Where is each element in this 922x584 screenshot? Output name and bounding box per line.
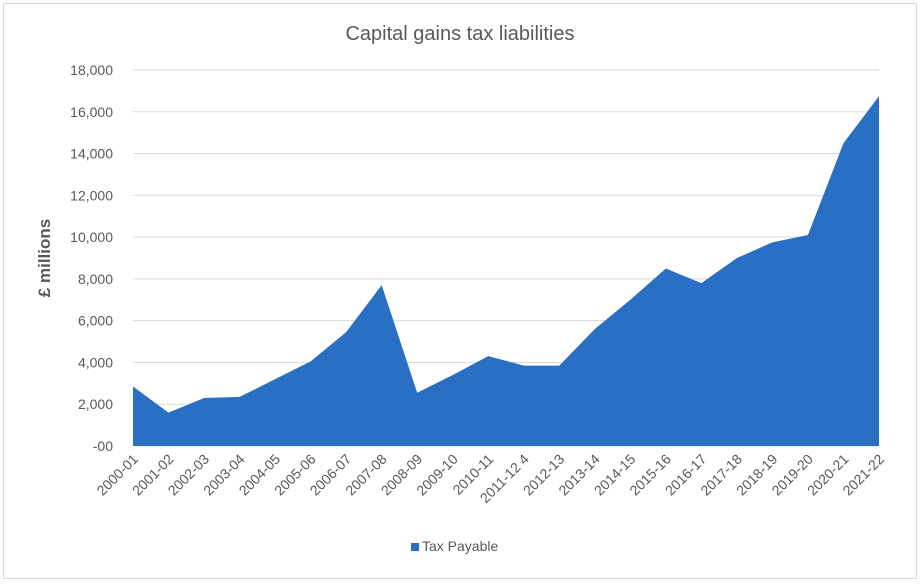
series-area-tax-payable [133,96,879,447]
legend-swatch [411,543,419,551]
y-tick-label: 16,000 [70,104,113,120]
legend-label-tax-payable: Tax Payable [422,538,498,554]
y-axis-label: £ millions [35,219,54,297]
y-tick-label: 4,000 [78,354,113,370]
y-tick-label: 2,000 [78,396,113,412]
chart-title: Capital gains tax liabilities [345,23,574,45]
y-tick-label: 18,000 [70,62,113,78]
y-tick-label: 8,000 [78,271,113,287]
y-tick-label: 12,000 [70,187,113,203]
x-tick-labels: 2000-012001-022002-032003-042004-052005-… [93,451,887,506]
y-tick-labels: -00 2,000 4,000 6,000 8,000 10,000 12,000 14,00… [70,62,113,454]
series-area-layer [133,96,879,447]
y-tick-label: 10,000 [70,229,113,245]
y-tick-label: 14,000 [70,146,113,162]
y-tick-label: -00 [93,438,113,454]
y-tick-label: 6,000 [78,313,113,329]
legend: Tax Payable [411,538,498,554]
